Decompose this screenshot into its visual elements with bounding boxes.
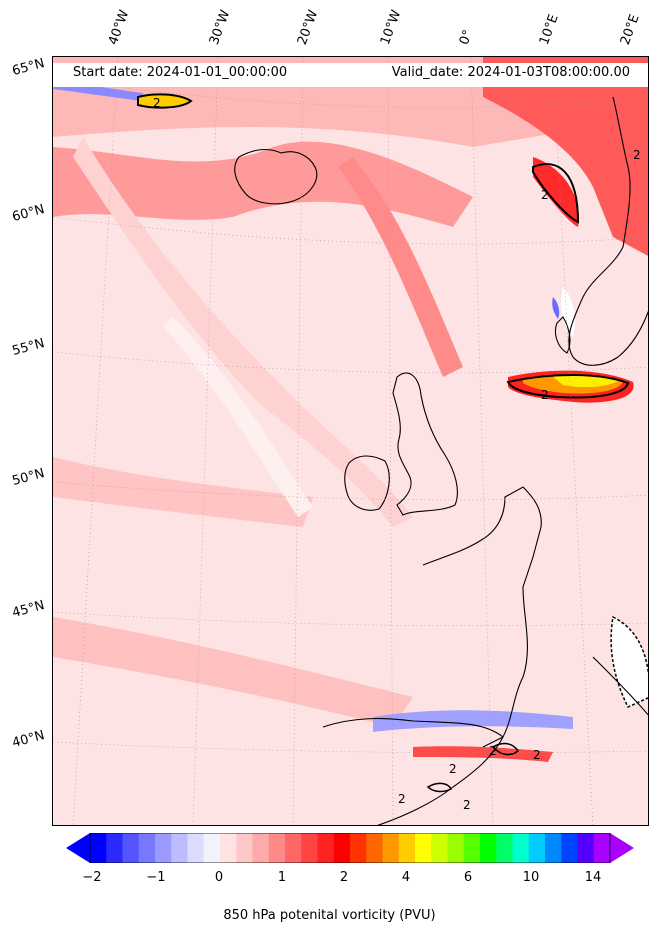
lon-label-10w: 10°W [377,8,405,47]
colorbar [66,833,634,863]
colorbar-cell [171,833,188,863]
colorbar-tick: 2 [339,870,349,885]
colorbar-cell [138,833,156,863]
colorbar-cell [236,833,253,863]
colorbar-cell [545,833,562,863]
lat-label-65n: 65°N [10,56,47,79]
contour-label: 2 [489,744,497,758]
colorbar-cell [268,833,286,863]
colorbar-cell [220,833,237,863]
colorbar-cell [106,833,123,863]
colorbar-cell [463,833,481,863]
lat-label-55n: 55°N [10,336,47,359]
lon-label-20e: 20°E [617,12,643,48]
colorbar-cell [480,833,497,863]
colorbar-cell [512,833,530,863]
start-date-text: Start date: 2024-01-01_00:00:00 [73,65,288,80]
lat-label-45n: 45°N [10,598,47,621]
colorbar-cell [398,833,416,863]
lat-label-50n: 50°N [10,466,47,489]
colorbar-tick: 1 [277,870,287,885]
colorbar-cell [350,833,367,863]
colorbar-cell [187,833,205,863]
colorbar-tick: −2 [82,870,102,885]
colorbar-tick: 4 [401,870,411,885]
colorbar-cell [285,833,302,863]
colorbar-cell [90,833,107,863]
colorbar-cell [382,833,400,863]
colorbar-tick: 0 [214,870,224,885]
colorbar-cell [333,833,351,863]
header-strip [53,63,648,87]
colorbar-cell [252,833,270,863]
lon-label-0: 0° [456,27,477,47]
contour-label: 2 [463,798,471,812]
map-panel: 2 2 2 2 2 2 2 2 2 Start date: 2024-01-01… [52,56,649,826]
colorbar-cell [561,833,578,863]
lat-label-60n: 60°N [10,202,47,225]
contour-label: 2 [633,148,641,162]
lat-label-40n: 40°N [10,728,47,751]
colorbar-cells [90,833,611,863]
colorbar-tick: 14 [584,870,602,885]
colorbar-cell [577,833,595,863]
colorbar-cell [528,833,546,863]
colorbar-cell [415,833,432,863]
colorbar-cell [366,833,383,863]
contour-label: 2 [398,792,406,806]
colorbar-left-arrow [66,833,90,863]
colorbar-right-arrow [610,833,634,863]
colorbar-label: 850 hPa potenital vorticity (PVU) [223,908,436,923]
colorbar-tick: 6 [463,870,473,885]
colorbar-cell [203,833,221,863]
colorbar-tick: 10 [522,870,540,885]
colorbar-cell [301,833,318,863]
colorbar-cell [431,833,448,863]
lon-label-40w: 40°W [105,8,133,47]
colorbar-cell [122,833,140,863]
colorbar-cell [496,833,513,863]
colorbar-tick: −1 [146,870,166,885]
contour-label: 2 [541,188,549,202]
contour-label: 2 [541,388,549,402]
contour-label: 2 [449,762,457,776]
contour-label: 2 [533,748,541,762]
colorbar-cell [317,833,335,863]
colorbar-cell [593,833,611,863]
lon-label-30w: 30°W [206,8,234,47]
lon-label-20w: 20°W [294,8,322,47]
colorbar-cell [155,833,172,863]
pv-field: 2 2 2 2 2 2 2 2 2 [53,57,648,825]
lon-label-10e: 10°E [536,12,562,48]
contour-label: 2 [153,96,161,110]
colorbar-cell [447,833,465,863]
valid-date-text: Valid_date: 2024-01-03T08:00:00.00 [391,65,630,80]
